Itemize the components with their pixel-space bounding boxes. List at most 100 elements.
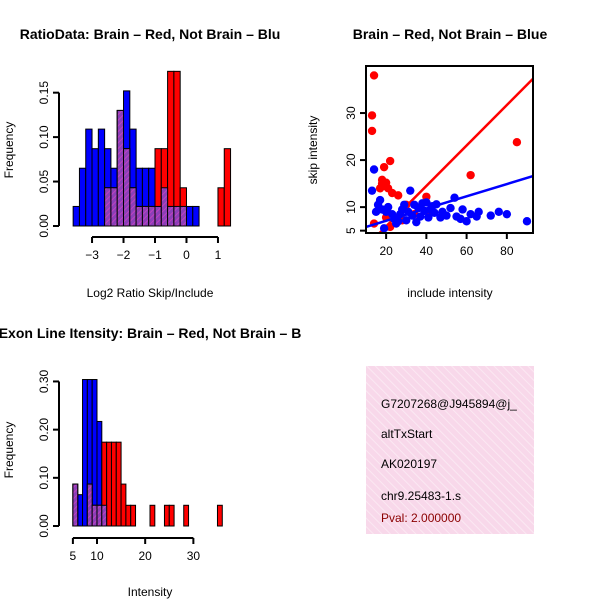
y-tick-label: 20 [344,153,358,167]
intensity-hist-ylabel: Frequency [2,422,16,479]
plot-frame [365,65,534,234]
overlap-bar [173,205,181,227]
info-panel: G7207268@J945894@j_ altTxStart AK020197 … [366,366,534,534]
scatter-title: Brain – Red, Not Brain – Blue [353,26,548,42]
overlap-bar [179,205,187,227]
overlap-bar [110,187,118,227]
blue-point [502,209,512,219]
blue-series [366,165,533,233]
blue-point [400,200,409,209]
blue-point [406,186,415,195]
red-bar [115,441,122,527]
ratio-histogram: RatioData: Brain – Red, Not Brain – Blu … [2,26,280,300]
overlap-bar [96,504,103,527]
ratio-hist-xlabel: Log2 Ratio Skip/Include [87,286,214,300]
blue-point [393,217,403,226]
red-point [393,191,403,200]
info-accession: AK020197 [381,457,437,471]
y-tick-label: 0.05 [37,170,51,194]
scatter-points [366,71,533,233]
x-tick-label: 20 [379,244,393,258]
y-tick-label: 30 [344,106,358,120]
blue-point [522,217,532,226]
overlap-bar [167,205,175,227]
red-bar [149,504,156,527]
red-bar [163,504,170,527]
red-point [512,138,522,147]
x-tick-label: −1 [148,248,162,262]
x-tick-label: −3 [85,248,99,262]
y-tick-label: 0.00 [37,514,51,538]
blue-bar [78,167,87,227]
x-tick-label: 1 [215,248,222,262]
overlap-bar [135,205,143,227]
red-bar [223,148,232,227]
blue-point [383,202,393,212]
red-bar [217,187,225,227]
blue-bar [72,205,80,227]
blue-point [367,186,377,195]
red-bar [183,504,190,527]
red-point [385,156,395,166]
x-tick-label: 30 [187,549,201,563]
x-tick-label: 20 [139,549,153,563]
blue-point [379,224,389,233]
overlap-bar [91,504,98,527]
y-tick-label: 0.30 [37,369,51,393]
overlap-bar [160,187,169,227]
ratio-hist-bars [72,70,232,227]
red-bar [168,504,175,527]
info-panel-background [366,366,534,534]
blue-point [430,208,439,217]
blue-point [486,211,495,220]
blue-fit-line [366,174,533,229]
ratio-hist-axes: −3 −2 −1 0 1 0.00 0.05 0.10 0.15 [37,81,222,262]
x-tick-label: 80 [500,244,514,258]
red-bar [110,441,117,527]
intensity-hist-axes: 5 10 20 30 0.00 0.10 0.20 0.30 [37,369,200,563]
info-probe-id: G7207268@J945894@j_ [381,397,517,411]
y-tick-label: 0.10 [37,466,51,490]
blue-point [462,217,471,226]
blue-point [424,213,433,222]
x-tick-label: 40 [420,244,434,258]
info-event-type: altTxStart [381,427,433,441]
overlap-bar [72,483,79,527]
blue-point [458,205,467,214]
y-tick-label: 5 [344,227,358,234]
blue-bar [91,379,98,527]
red-point [466,170,475,180]
scatter-ylabel: skip intensity [306,116,320,185]
x-tick-label: 0 [183,248,190,262]
overlap-bar [101,504,108,527]
overlap-bar [116,109,125,227]
red-point [369,71,379,80]
x-tick-label: 60 [460,244,474,258]
x-tick-label: −2 [117,248,131,262]
info-locus: chr9.25483-1.s [381,489,461,503]
red-point [379,162,389,172]
y-tick-label: 0.00 [37,214,51,238]
scatter-axes: 20 40 60 80 5 10 20 30 [344,65,534,258]
blue-bar [185,205,194,227]
blue-bar [192,205,200,227]
y-tick-label: 0.20 [37,418,51,442]
intensity-hist-bars [72,379,223,527]
blue-point [369,165,379,174]
ratio-hist-title: RatioData: Brain – Red, Not Brain – Blu [20,26,281,42]
info-pval: Pval: 2.000000 [381,511,461,525]
blue-point [494,207,503,217]
blue-point [422,198,431,207]
red-bar [216,504,223,527]
red-bar [167,70,175,227]
blue-bar [91,148,99,227]
overlap-bar [129,187,137,227]
red-bar [173,70,181,227]
red-bar [130,504,137,527]
intensity-hist-title: Exon Line Itensity: Brain – Red, Not Bra… [0,325,301,341]
x-tick-label: 5 [70,549,77,563]
red-point [367,126,377,136]
overlap-bar [86,483,93,527]
scatter-plot: Brain – Red, Not Brain – Blue 20 40 60 80 5 1… [306,26,547,300]
scatter-xlabel: include intensity [407,286,492,300]
